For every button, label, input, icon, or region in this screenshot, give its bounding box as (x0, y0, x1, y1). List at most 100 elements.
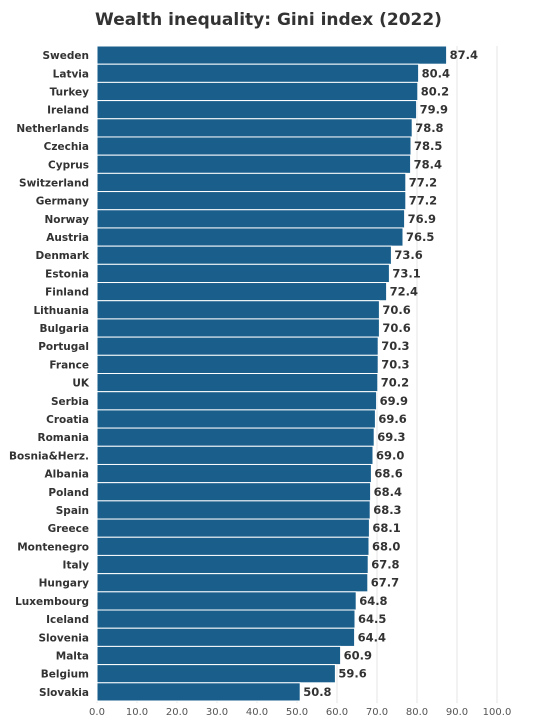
bar (96, 664, 336, 684)
bar (96, 282, 388, 302)
category-label: Hungary (39, 578, 90, 590)
bar (96, 81, 419, 102)
category-label: Ireland (47, 105, 89, 117)
bar (96, 172, 407, 193)
bar (96, 45, 448, 65)
category-label: Slovakia (39, 687, 89, 699)
bar (96, 336, 379, 356)
category-label: Montenegro (17, 541, 89, 553)
data-label: 72.4 (390, 285, 418, 299)
bar (96, 591, 357, 611)
bar (96, 354, 379, 374)
data-label: 68.4 (374, 485, 402, 499)
data-label: 77.2 (409, 194, 437, 208)
category-label: Czechia (44, 141, 89, 153)
data-label: 87.4 (450, 48, 478, 62)
x-tick-label: 40.0 (246, 707, 268, 718)
bar (96, 573, 369, 593)
category-label: Italy (63, 560, 90, 572)
category-label: Germany (36, 196, 89, 208)
data-label: 59.6 (338, 667, 366, 681)
bar (96, 300, 380, 320)
x-tick-label: 70.0 (366, 707, 388, 718)
bar (96, 318, 380, 338)
data-label: 79.9 (420, 103, 448, 117)
bar (96, 682, 301, 702)
x-tick-label: 100.0 (483, 707, 512, 718)
bar (96, 209, 406, 229)
bar (96, 227, 404, 247)
data-label: 76.9 (408, 212, 436, 226)
data-label: 68.0 (372, 539, 400, 553)
bar (96, 554, 369, 575)
category-label: Luxembourg (15, 596, 89, 608)
category-label: Estonia (45, 268, 89, 280)
x-tick-label: 80.0 (406, 707, 428, 718)
data-label: 78.4 (414, 157, 442, 171)
category-label: Greece (48, 523, 89, 535)
bar (96, 409, 376, 429)
data-label: 80.2 (421, 84, 449, 98)
data-label: 69.0 (376, 448, 404, 462)
category-label: Latvia (53, 68, 89, 80)
category-label: Serbia (51, 396, 89, 408)
data-label: 70.2 (381, 376, 409, 390)
data-label: 64.8 (359, 594, 387, 608)
bar (96, 63, 420, 83)
data-label: 73.1 (392, 266, 420, 280)
data-label: 50.8 (303, 685, 331, 699)
category-label: Croatia (46, 414, 89, 426)
category-label: Belgium (41, 669, 89, 681)
category-label: Iceland (46, 614, 89, 626)
x-tick-label: 50.0 (286, 707, 308, 718)
data-label: 68.1 (372, 521, 400, 535)
data-label: 70.6 (382, 303, 410, 317)
x-tick-label: 30.0 (206, 707, 228, 718)
data-label: 69.3 (377, 430, 405, 444)
bar (96, 263, 390, 284)
category-label: Norway (45, 214, 90, 226)
category-label: France (49, 359, 89, 371)
bar (96, 136, 412, 156)
bar (96, 500, 371, 520)
bar (96, 536, 370, 556)
x-tick-label: 60.0 (326, 707, 348, 718)
bar (96, 191, 407, 211)
bar (96, 627, 356, 647)
category-label: Bosnia&Herz. (9, 450, 89, 462)
data-label: 69.9 (380, 394, 408, 408)
category-label: Romania (38, 432, 90, 444)
category-label: Netherlands (16, 123, 89, 135)
x-tick-label: 90.0 (446, 707, 468, 718)
category-label: Lithuania (33, 305, 89, 317)
bar (96, 482, 372, 502)
data-label: 67.8 (371, 558, 399, 572)
data-label: 67.7 (371, 576, 399, 590)
category-label: Sweden (43, 50, 90, 62)
category-label: Austria (46, 232, 89, 244)
bar (96, 245, 392, 265)
x-tick-label: 0.0 (89, 707, 105, 718)
bar (96, 100, 418, 120)
bar (96, 118, 413, 138)
data-label: 70.6 (382, 321, 410, 335)
category-label: Switzerland (19, 177, 89, 189)
chart-title: Wealth inequality: Gini index (2022) (95, 10, 442, 30)
data-label: 68.3 (373, 503, 401, 517)
data-label: 60.9 (344, 649, 372, 663)
category-label: Bulgaria (39, 323, 89, 335)
data-label: 70.3 (381, 339, 409, 353)
category-label: Finland (45, 287, 89, 299)
bar (96, 373, 379, 393)
category-label: Portugal (38, 341, 89, 353)
bar (96, 154, 412, 174)
data-label: 70.3 (381, 357, 409, 371)
bar (96, 427, 375, 447)
category-label: Slovenia (38, 632, 89, 644)
bar (96, 645, 342, 666)
category-label: Malta (56, 651, 89, 663)
bar (96, 463, 372, 484)
bar (96, 518, 370, 538)
